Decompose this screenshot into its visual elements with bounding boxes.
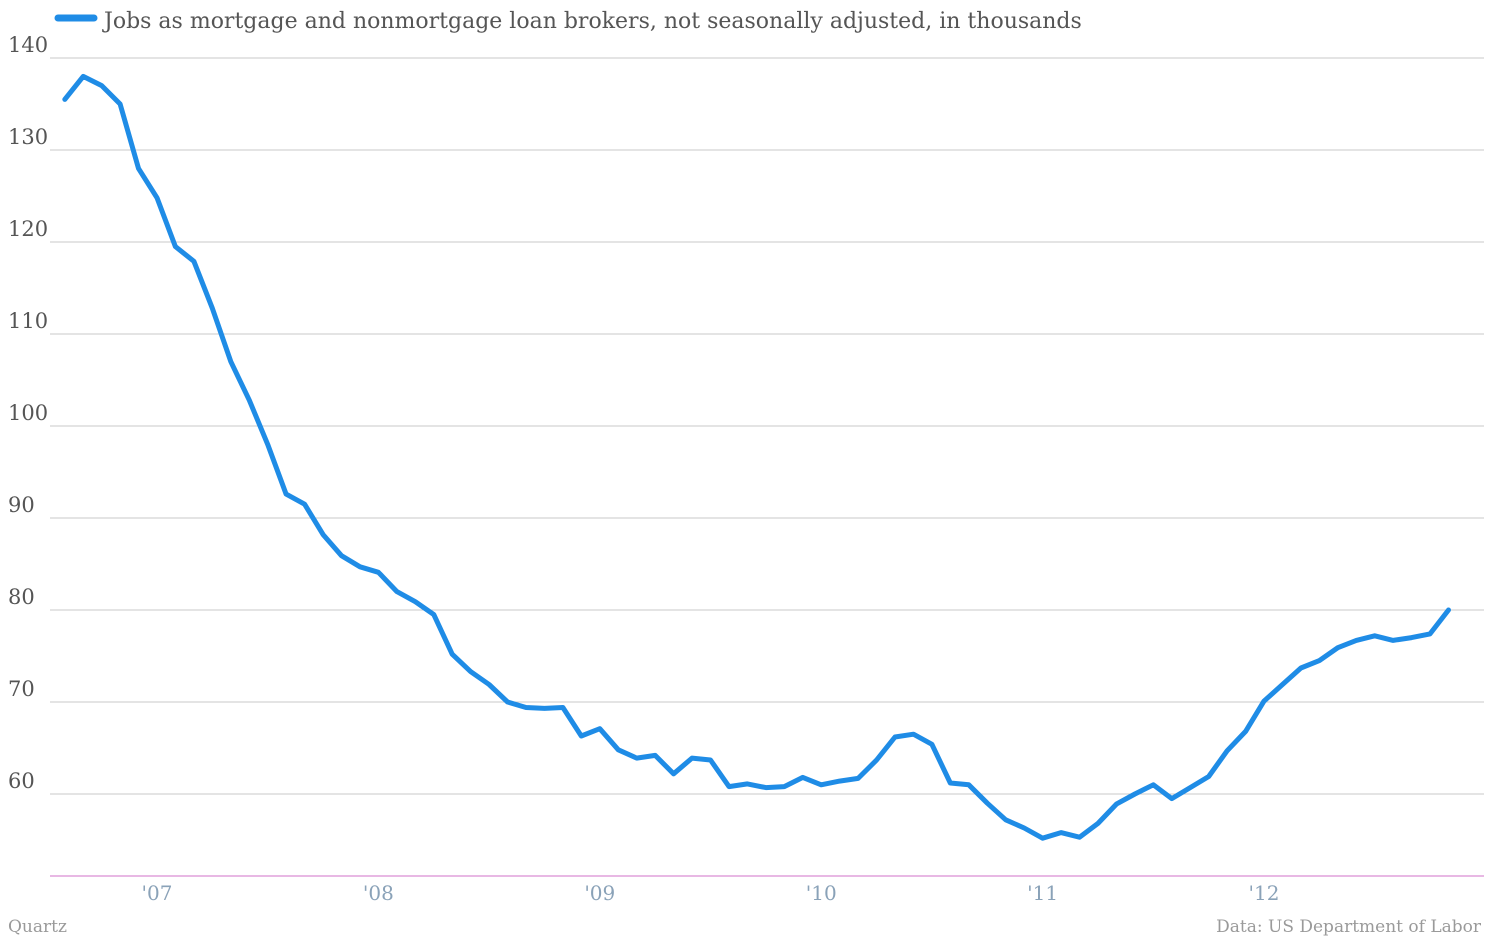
- y-tick-label: 100: [8, 401, 48, 425]
- y-axis-ticks: 60 70 80 90 100 110 120 130 140: [8, 33, 48, 793]
- y-tick-label: 120: [8, 217, 48, 241]
- x-tick-label: '07: [142, 881, 173, 905]
- gridlines: [50, 58, 1484, 794]
- series-lines: [65, 76, 1449, 838]
- y-tick-label: 140: [8, 33, 48, 57]
- x-tick-label: '10: [806, 881, 837, 905]
- data-source-note: Data: US Department of Labor: [1216, 917, 1482, 937]
- y-tick-label: 130: [8, 125, 48, 149]
- y-tick-label: 80: [8, 585, 35, 609]
- y-tick-label: 110: [8, 309, 48, 333]
- y-tick-label: 70: [8, 677, 35, 701]
- series-line-0: [65, 76, 1449, 838]
- x-tick-label: '08: [363, 881, 394, 905]
- x-tick-label: '11: [1027, 881, 1058, 905]
- x-tick-label: '09: [584, 881, 615, 905]
- y-tick-label: 90: [8, 493, 35, 517]
- legend-label: Jobs as mortgage and nonmortgage loan br…: [102, 9, 1082, 34]
- x-axis-ticks: '07 '08 '09 '10 '11 '12: [142, 881, 1280, 905]
- source-credit: Quartz: [8, 917, 67, 937]
- legend: Jobs as mortgage and nonmortgage loan br…: [58, 9, 1082, 34]
- x-tick-label: '12: [1249, 881, 1280, 905]
- y-tick-label: 60: [8, 769, 35, 793]
